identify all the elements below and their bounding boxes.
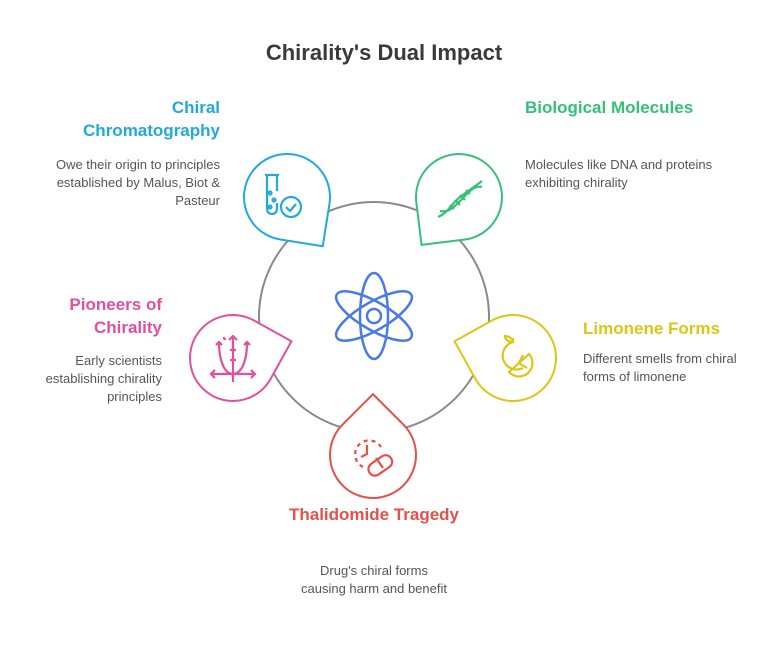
item-title: Limonene Forms [583,319,720,338]
item-title: Chiral Chromatography [83,98,220,140]
graph-curves-icon [209,334,257,382]
atom-icon [334,271,414,361]
item-desc: Molecules like DNA and proteins exhibiti… [525,157,713,190]
dna-icon [437,180,483,219]
item-title: Thalidomide Tragedy [288,505,460,524]
citrus-icon [501,334,534,378]
diagram-title: Chirality's Dual Impact [265,40,503,65]
item-title: Pioneers of Chirality [69,295,162,337]
item-desc: Early scientists establishing chirality … [45,353,162,404]
item-desc: Drug's chiral forms causing harm and ben… [301,563,447,596]
item-desc: Owe their origin to principles establish… [55,157,220,208]
item-desc: Different smells from chiral forms of li… [583,351,737,384]
test-tube-check-icon [265,173,303,219]
item-title: Biological Molecules [525,98,694,117]
pill-clock-icon [354,439,394,477]
